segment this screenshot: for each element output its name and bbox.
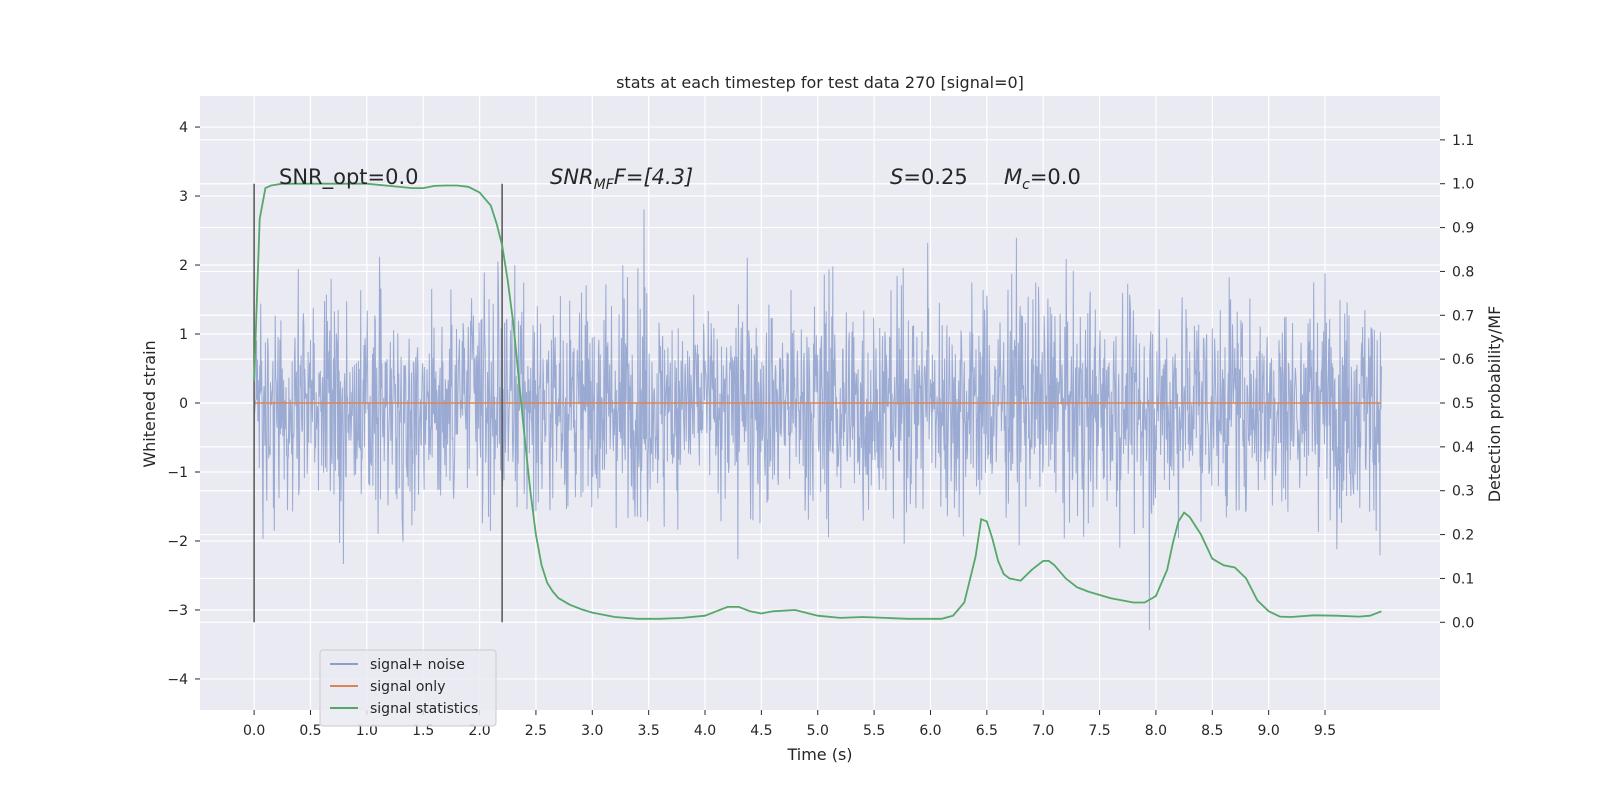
x-tick-label: 1.0 (356, 723, 378, 739)
y-right-tick-label: 0.5 (1452, 396, 1474, 412)
x-tick-label: 4.5 (750, 723, 772, 739)
x-tick-label: 0.5 (299, 723, 321, 739)
x-tick-label: 8.0 (1145, 723, 1167, 739)
series-signal-statistics (253, 182, 1382, 620)
x-tick-label: 5.0 (807, 723, 829, 739)
chart-title: stats at each timestep for test data 270… (616, 73, 1024, 92)
y-left-tick-label: 0 (179, 396, 188, 412)
series-signal-noise (253, 209, 1382, 631)
x-tick-label: 3.5 (638, 723, 660, 739)
y-right-tick-label: 0.2 (1452, 528, 1474, 544)
y-left-tick-label: −3 (167, 603, 188, 619)
y-right-tick-label: 0.8 (1452, 264, 1474, 280)
y-axis-left-label: Whitened strain (140, 340, 159, 467)
signal-noise-line (253, 209, 1382, 631)
x-tick-label: 2.0 (468, 723, 490, 739)
x-tick-label: 4.0 (694, 723, 716, 739)
y-right-tick-label: 0.1 (1452, 571, 1474, 587)
signal-statistics-line (253, 182, 1382, 620)
x-tick-label: 2.5 (525, 723, 547, 739)
x-tick-label: 9.5 (1314, 723, 1336, 739)
y-left-tick-label: 4 (179, 120, 188, 136)
y-right-tick-label: 1.0 (1452, 177, 1474, 193)
y-right-tick-label: 1.1 (1452, 133, 1474, 149)
annotation-s-rest: =0.25 (903, 165, 967, 189)
y-right-tick-label: 0.3 (1452, 484, 1474, 500)
x-tick-label: 9.0 (1258, 723, 1280, 739)
annotation-mc-sub: c (1022, 177, 1030, 193)
annotation-mc-value: Mc=0.0 (1004, 165, 1081, 193)
annotation-snr-mf-rest: F=[4.3] (614, 165, 693, 189)
annotation-snr-mf-base: SNR (550, 165, 594, 189)
legend-label-signal-noise: signal+ noise (370, 657, 465, 673)
annotation-mc-rest: =0.0 (1030, 165, 1081, 189)
x-tick-label: 7.0 (1032, 723, 1054, 739)
y-left-tick-label: −4 (167, 672, 188, 688)
x-tick-label: 1.5 (412, 723, 434, 739)
y-left-tick-label: 1 (179, 327, 188, 343)
y-right-tick-label: 0.7 (1452, 308, 1474, 324)
x-tick-label: 5.5 (863, 723, 885, 739)
x-tick-label: 3.0 (581, 723, 603, 739)
y-left-tick-label: −1 (167, 465, 188, 481)
x-tick-label: 0.0 (243, 723, 265, 739)
x-axis-label: Time (s) (786, 745, 852, 764)
x-tick-label: 8.5 (1201, 723, 1223, 739)
y-axis-right-label: Detection probability/MF (1485, 306, 1504, 503)
annotation-s-value: S=0.25 (890, 165, 968, 189)
x-tick-label: 7.5 (1088, 723, 1110, 739)
legend-box (319, 649, 497, 727)
annotation-snr-mf-sub: MF (594, 177, 615, 193)
x-tick-label: 6.0 (919, 723, 941, 739)
legend: signal+ noise signal only signal statist… (319, 649, 497, 727)
legend-label-signal-only: signal only (370, 679, 445, 695)
y-right-tick-label: 0.4 (1452, 440, 1474, 456)
annotation-snr-opt: SNR_opt=0.0 (279, 165, 419, 190)
y-left-tick-label: 3 (179, 189, 188, 205)
y-left-tick-label: −2 (167, 534, 188, 550)
legend-label-signal-statistics: signal statistics (370, 701, 478, 717)
y-right-tick-label: 0.6 (1452, 352, 1474, 368)
x-tick-label: 6.5 (976, 723, 998, 739)
y-right-tick-label: 0.0 (1452, 615, 1474, 631)
y-left-tick-label: 2 (179, 258, 188, 274)
annotation-mc-base: M (1004, 165, 1022, 189)
annotation-snr-mf: SNRMFF=[4.3] (550, 165, 693, 193)
y-right-tick-label: 0.9 (1452, 221, 1474, 237)
tick-labels: 0.0 0.5 1.0 1.5 2.0 2.5 3.0 3.5 4.0 4.5 5.0 5.5 6.0 6… (167, 120, 1474, 739)
annotation-s-base: S (890, 165, 903, 189)
vertical-markers (253, 183, 503, 623)
